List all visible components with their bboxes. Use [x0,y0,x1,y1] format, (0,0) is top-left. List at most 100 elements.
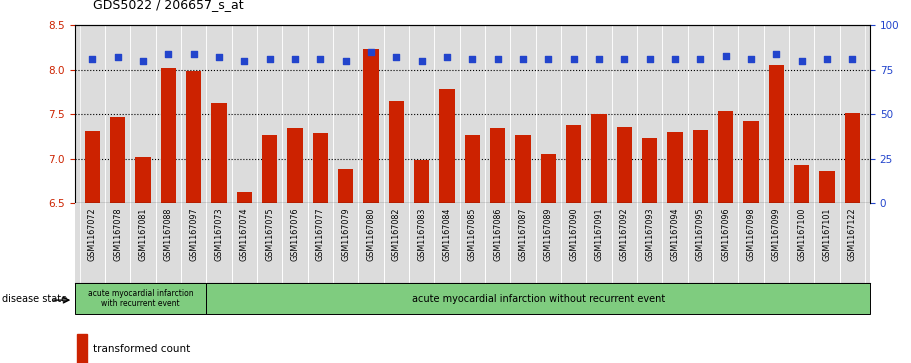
Text: GSM1167091: GSM1167091 [595,207,603,261]
Point [693,56,708,62]
Bar [207,283,870,314]
Point [389,54,404,60]
Bar [591,114,607,203]
Bar [465,135,480,203]
Text: disease state: disease state [2,294,67,303]
Point [313,56,328,62]
Text: GSM1167097: GSM1167097 [189,207,199,261]
Bar [642,138,657,203]
Point [110,54,125,60]
Point [211,54,226,60]
Point [845,56,860,62]
Point [743,56,758,62]
Text: acute myocardial infarction
with recurrent event: acute myocardial infarction with recurre… [87,289,193,308]
Bar [692,130,708,203]
Point [567,56,581,62]
Point [415,58,429,64]
Bar [668,132,682,203]
Bar [439,89,455,203]
Text: GSM1167080: GSM1167080 [366,207,375,261]
Text: GDS5022 / 206657_s_at: GDS5022 / 206657_s_at [93,0,243,11]
Bar [186,71,201,203]
Bar [288,128,302,203]
Point [592,56,607,62]
Text: GSM1167073: GSM1167073 [215,207,223,261]
Point [642,56,657,62]
Text: GSM1167079: GSM1167079 [342,207,350,261]
Point [769,51,783,57]
Text: GSM1167122: GSM1167122 [848,207,856,261]
Text: GSM1167098: GSM1167098 [746,207,755,261]
Point [820,56,834,62]
Text: GSM1167088: GSM1167088 [164,207,173,261]
Text: GSM1167074: GSM1167074 [240,207,249,261]
Point [440,54,455,60]
Point [262,56,277,62]
Bar [75,283,207,314]
Point [490,56,505,62]
Point [161,51,176,57]
Bar [85,131,100,203]
Bar [819,171,834,203]
Bar [516,135,530,203]
Point [363,49,378,55]
Bar [769,65,783,203]
Text: GSM1167090: GSM1167090 [569,207,578,261]
Bar [415,160,429,203]
Text: GSM1167083: GSM1167083 [417,207,426,261]
Text: acute myocardial infarction without recurrent event: acute myocardial infarction without recu… [412,294,665,303]
Text: GSM1167093: GSM1167093 [645,207,654,261]
Bar [338,170,353,203]
Text: GSM1167078: GSM1167078 [113,207,122,261]
Text: GSM1167089: GSM1167089 [544,207,553,261]
Bar [161,68,176,203]
Point [288,56,302,62]
Bar [389,101,404,203]
Bar [136,157,150,203]
Text: GSM1167099: GSM1167099 [772,207,781,261]
Text: transformed count: transformed count [93,344,190,354]
Text: GSM1167075: GSM1167075 [265,207,274,261]
Point [541,56,556,62]
Text: GSM1167096: GSM1167096 [722,207,730,261]
Bar [617,127,632,203]
Text: GSM1167082: GSM1167082 [392,207,401,261]
Text: GSM1167076: GSM1167076 [291,207,300,261]
Bar [844,114,860,203]
Bar [363,49,379,203]
Text: GSM1167081: GSM1167081 [138,207,148,261]
Text: GSM1167100: GSM1167100 [797,207,806,261]
Bar [211,103,227,203]
Point [466,56,480,62]
Text: GSM1167087: GSM1167087 [518,207,527,261]
Text: GSM1167092: GSM1167092 [619,207,629,261]
Text: GSM1167084: GSM1167084 [443,207,452,261]
Point [237,58,251,64]
Bar [718,111,733,203]
Text: GSM1167077: GSM1167077 [316,207,325,261]
Point [719,53,733,58]
Bar [490,128,506,203]
Point [794,58,809,64]
Bar [77,334,87,363]
Text: GSM1167072: GSM1167072 [88,207,97,261]
Point [617,56,631,62]
Point [136,58,150,64]
Bar [110,117,126,203]
Bar [541,154,556,203]
Text: GSM1167086: GSM1167086 [493,207,502,261]
Text: GSM1167101: GSM1167101 [823,207,832,261]
Bar [312,133,328,203]
Bar [237,192,252,203]
Bar [794,165,809,203]
Point [516,56,530,62]
Text: GSM1167095: GSM1167095 [696,207,705,261]
Text: GSM1167094: GSM1167094 [670,207,680,261]
Bar [566,125,581,203]
Point [187,51,201,57]
Text: GSM1167085: GSM1167085 [468,207,476,261]
Bar [743,122,759,203]
Point [668,56,682,62]
Bar [262,135,277,203]
Point [85,56,99,62]
